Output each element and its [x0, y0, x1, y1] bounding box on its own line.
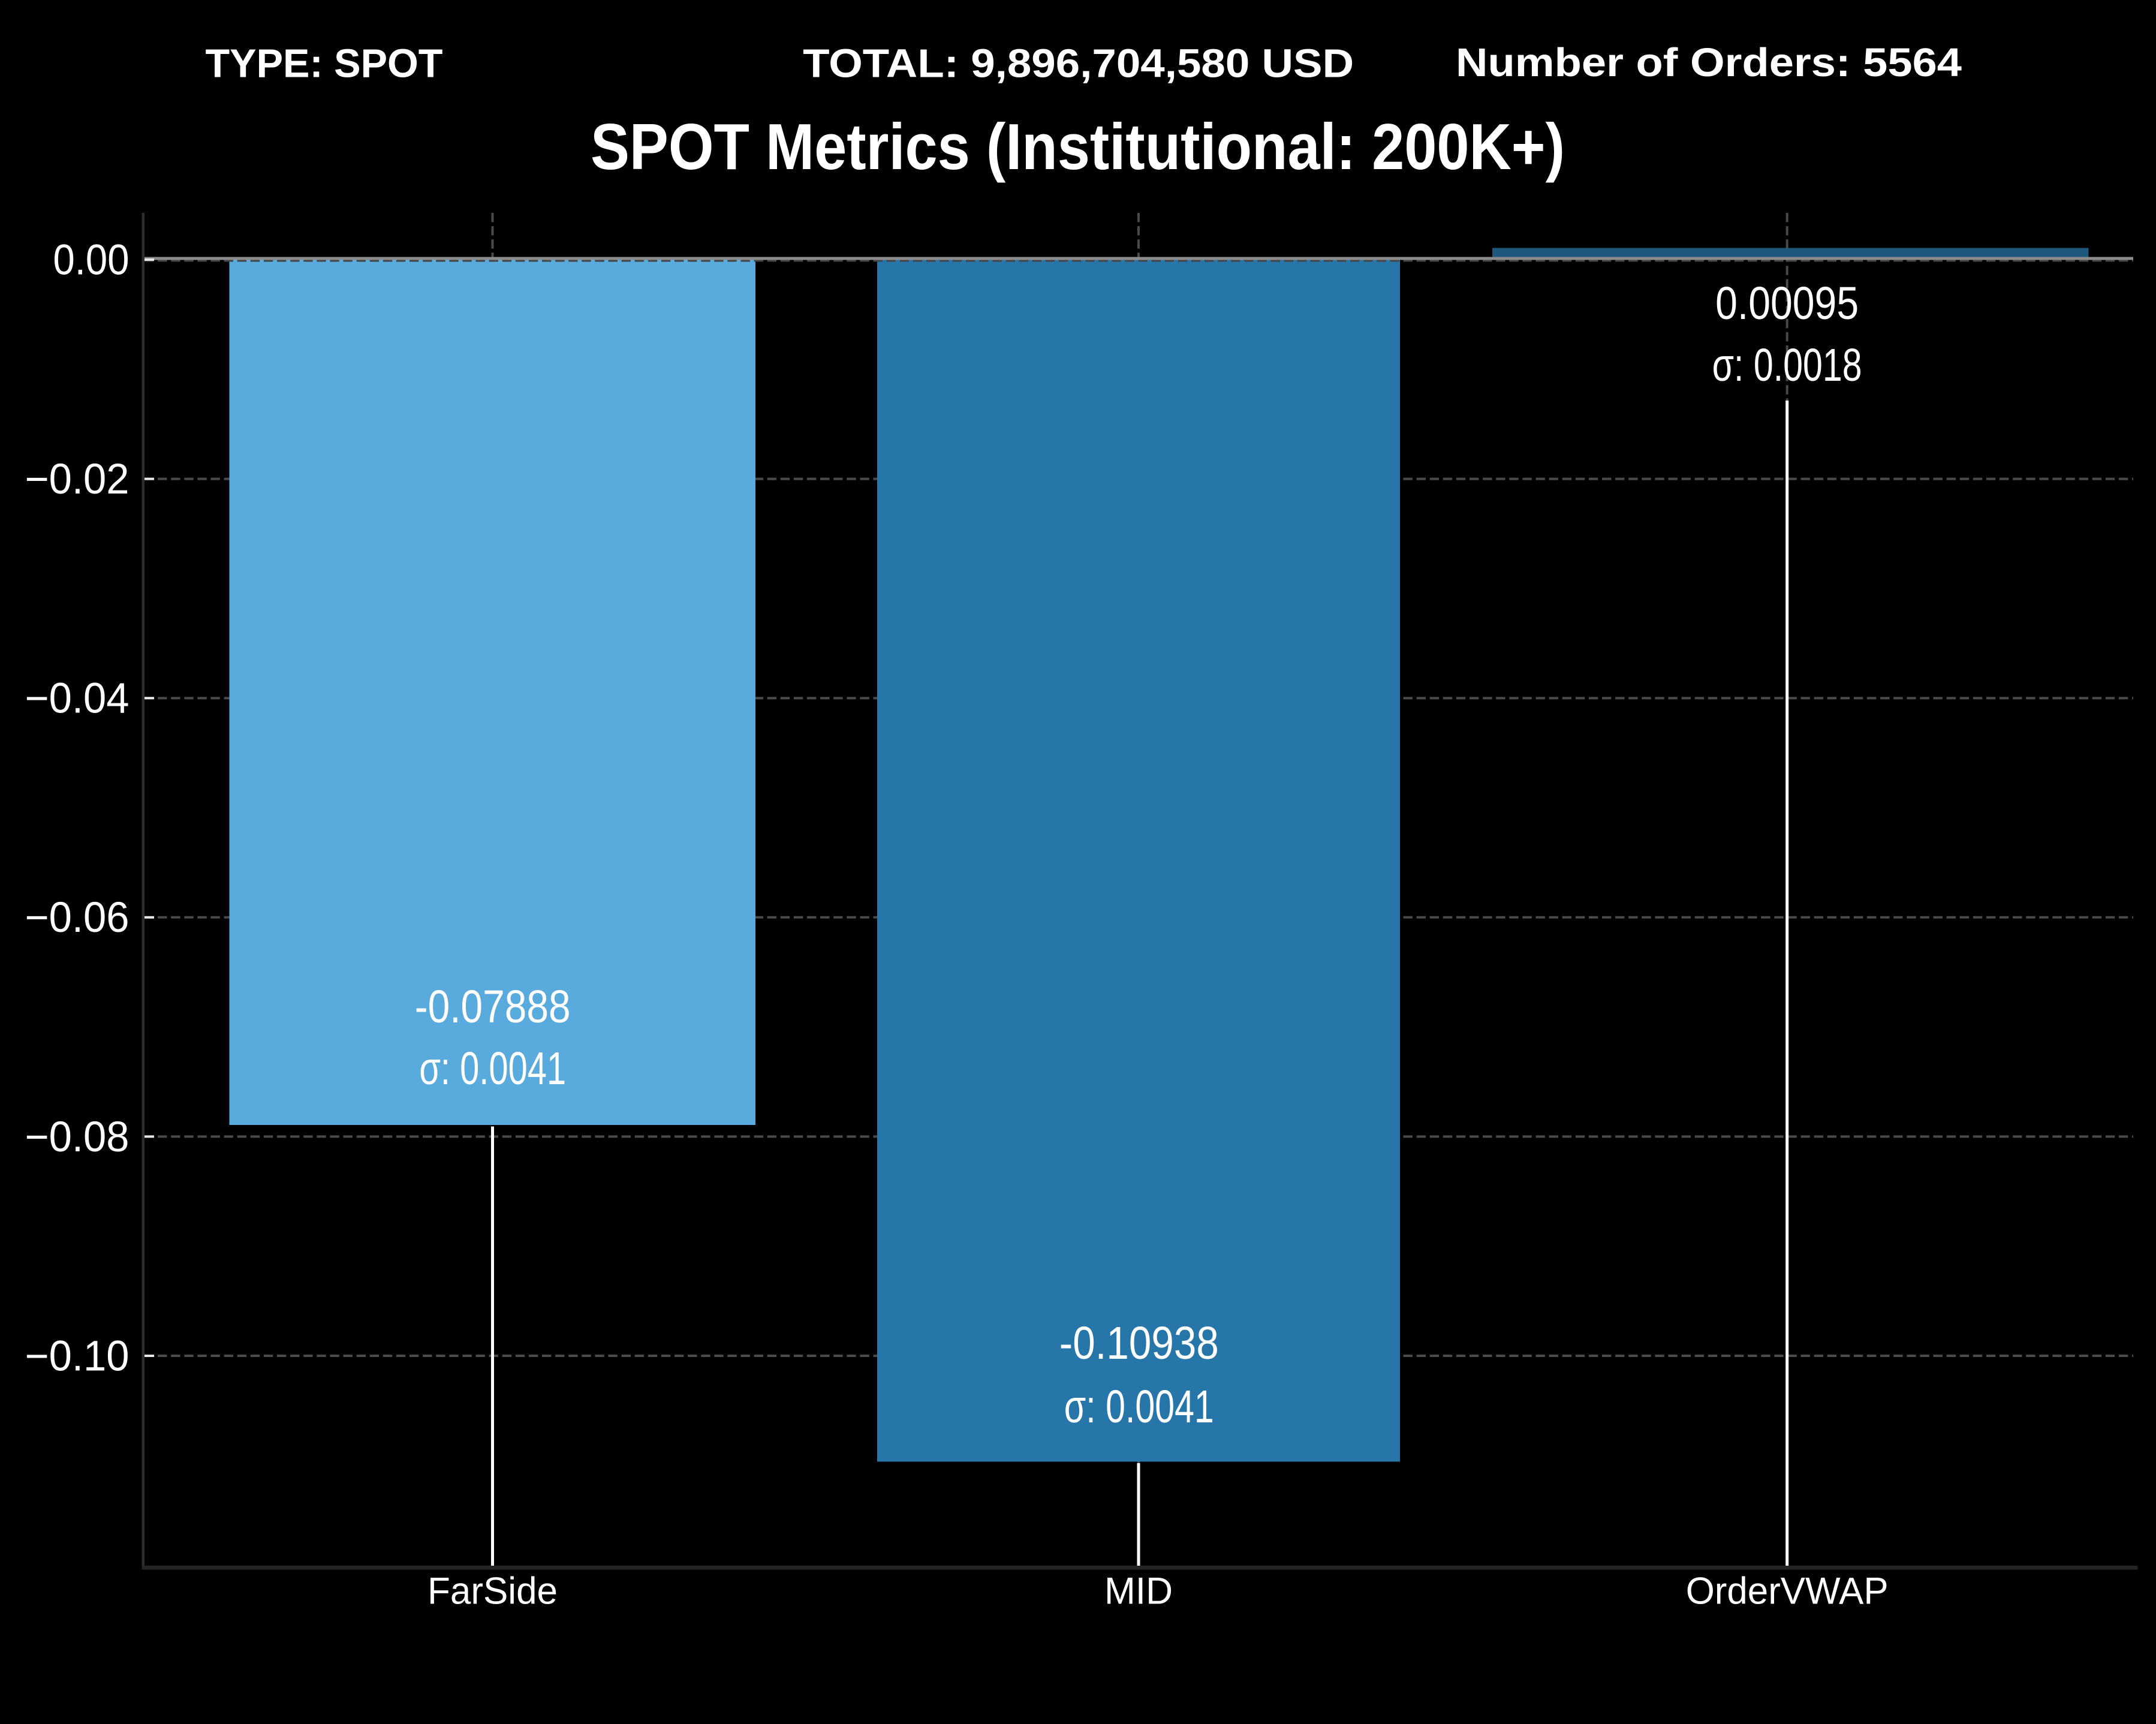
svg-text:-0.10938: -0.10938 — [1059, 1317, 1219, 1369]
svg-text:−0.06: −0.06 — [25, 894, 130, 941]
svg-text:−0.10: −0.10 — [25, 1332, 130, 1380]
svg-text:TOTAL: 9,896,704,580 USD: TOTAL: 9,896,704,580 USD — [803, 41, 1354, 86]
svg-text:MID: MID — [1104, 1570, 1173, 1612]
svg-text:σ: 0.0018: σ: 0.0018 — [1712, 339, 1862, 391]
svg-text:0.00: 0.00 — [53, 236, 130, 284]
svg-text:OrderVWAP: OrderVWAP — [1686, 1570, 1889, 1612]
svg-text:TYPE: SPOT: TYPE: SPOT — [206, 41, 443, 86]
svg-text:Number of Orders: 5564: Number of Orders: 5564 — [1456, 40, 1962, 85]
svg-text:−0.08: −0.08 — [25, 1114, 130, 1161]
svg-text:−0.02: −0.02 — [25, 456, 130, 503]
svg-text:FarSide: FarSide — [427, 1570, 558, 1612]
svg-text:-0.07888: -0.07888 — [415, 981, 571, 1033]
svg-text:SPOT Metrics (Institutional: 2: SPOT Metrics (Institutional: 200K+) — [591, 110, 1565, 183]
svg-text:σ: 0.0041: σ: 0.0041 — [1064, 1381, 1214, 1433]
svg-text:σ: 0.0041: σ: 0.0041 — [419, 1043, 566, 1094]
svg-text:0.00095: 0.00095 — [1715, 278, 1859, 329]
svg-text:−0.04: −0.04 — [25, 675, 130, 723]
